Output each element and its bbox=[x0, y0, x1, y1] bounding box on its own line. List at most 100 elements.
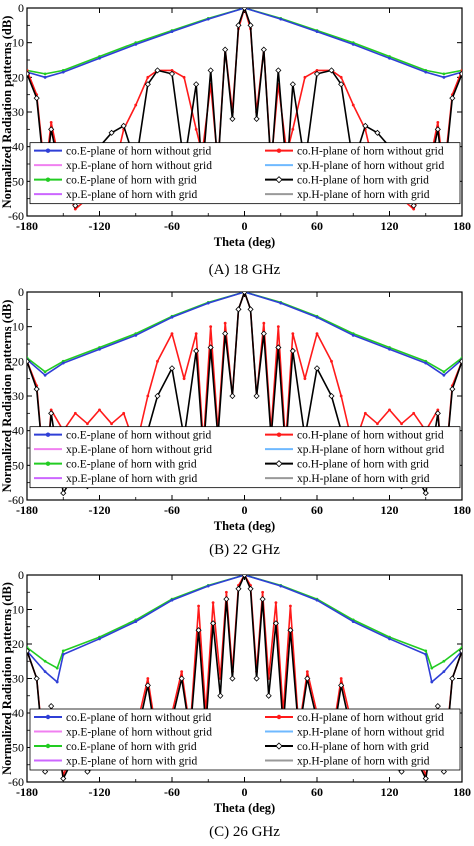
data-point bbox=[235, 306, 242, 313]
data-point bbox=[422, 490, 429, 497]
y-tick-label: -60 bbox=[8, 493, 24, 507]
data-point bbox=[272, 620, 279, 627]
legend: co.E-plane of horn without grid co.H-plan… bbox=[29, 708, 461, 771]
x-tick-label: -60 bbox=[164, 503, 180, 517]
y-tick-label: -50 bbox=[8, 458, 24, 472]
data-point bbox=[84, 768, 91, 775]
data-point bbox=[424, 652, 428, 656]
data-point bbox=[398, 768, 405, 775]
y-tick-label: -40 bbox=[8, 706, 24, 720]
data-point bbox=[265, 692, 272, 699]
data-point bbox=[235, 585, 242, 592]
data-point bbox=[72, 202, 79, 209]
data-point bbox=[259, 596, 266, 603]
data-point bbox=[120, 122, 127, 129]
y-tick-label: -10 bbox=[8, 603, 24, 617]
data-point bbox=[146, 394, 150, 398]
data-point bbox=[289, 81, 296, 88]
data-point bbox=[291, 332, 295, 335]
data-point bbox=[193, 81, 200, 88]
data-point bbox=[338, 81, 345, 88]
data-point bbox=[86, 422, 89, 426]
legend-label: co.E-plane of horn with grid bbox=[66, 741, 197, 753]
data-point bbox=[434, 410, 441, 417]
legend-label: co.H-plane of horn without grid bbox=[297, 146, 444, 158]
data-point bbox=[48, 703, 55, 710]
data-point bbox=[303, 377, 307, 381]
data-point bbox=[279, 584, 283, 588]
data-point bbox=[412, 207, 416, 211]
data-point bbox=[442, 670, 446, 673]
legend-label: co.E-plane of horn with grid bbox=[66, 175, 197, 187]
data-point bbox=[313, 70, 321, 77]
data-point bbox=[182, 75, 186, 79]
data-point bbox=[351, 43, 355, 46]
data-point bbox=[60, 775, 67, 782]
data-point bbox=[434, 126, 441, 133]
panel-caption: (B) 22 GHz bbox=[209, 542, 280, 558]
data-point bbox=[223, 596, 230, 603]
data-point bbox=[33, 675, 40, 682]
data-point bbox=[229, 675, 236, 682]
y-tick-label: -20 bbox=[8, 70, 24, 84]
legend-marker bbox=[45, 177, 51, 182]
legend: co.E-plane of horn without grid co.H-plan… bbox=[29, 142, 461, 205]
legend-label: co.H-plane of horn with grid bbox=[297, 459, 429, 471]
legend-label: co.H-plane of horn without grid bbox=[297, 430, 444, 442]
data-point bbox=[422, 775, 429, 782]
y-tick-label: -10 bbox=[8, 320, 24, 334]
data-point bbox=[170, 315, 174, 319]
data-point bbox=[449, 95, 456, 102]
data-point bbox=[400, 422, 403, 426]
legend-marker bbox=[276, 714, 282, 720]
legend-label: co.H-plane of horn with grid bbox=[297, 175, 429, 187]
legend-marker bbox=[45, 714, 51, 720]
data-point bbox=[235, 22, 242, 29]
x-tick-label: 60 bbox=[311, 503, 323, 517]
data-point bbox=[134, 43, 138, 46]
data-point bbox=[330, 359, 333, 363]
data-point bbox=[156, 359, 159, 363]
data-point bbox=[388, 347, 391, 351]
data-point bbox=[253, 392, 260, 400]
data-point bbox=[362, 122, 369, 129]
legend-marker bbox=[45, 743, 51, 749]
data-point bbox=[351, 333, 355, 337]
data-point bbox=[287, 627, 294, 634]
data-point bbox=[279, 301, 283, 305]
legend-marker bbox=[276, 148, 282, 153]
data-point bbox=[27, 646, 29, 649]
data-point bbox=[276, 325, 280, 329]
data-point bbox=[27, 358, 31, 365]
panel-1: 0-10-20-30-40-50-60-180 -120 -60 0 60 120 180c… bbox=[0, 1, 471, 278]
data-point bbox=[98, 637, 101, 641]
legend-marker bbox=[45, 461, 51, 466]
data-point bbox=[424, 361, 428, 365]
series-line-co-e-plane-of-horn-without-grid bbox=[27, 8, 462, 79]
panel-3: 0-10-20-30-40-50-60-180 -120 -60 0 60 120 180c… bbox=[0, 568, 471, 840]
legend-marker bbox=[275, 176, 283, 184]
x-tick-label: -60 bbox=[164, 785, 180, 799]
data-point bbox=[224, 590, 228, 594]
data-point bbox=[27, 69, 29, 72]
data-point bbox=[207, 67, 214, 74]
x-tick-label: 60 bbox=[311, 785, 323, 799]
data-point bbox=[328, 392, 335, 400]
legend-label: xp.H-plane of horn with grid bbox=[297, 756, 430, 768]
y-axis-label: Normalized Radiation patterns (dB) bbox=[0, 582, 14, 775]
data-point bbox=[146, 75, 150, 79]
data-point bbox=[168, 365, 176, 372]
data-point bbox=[442, 75, 446, 79]
data-point bbox=[43, 75, 47, 79]
x-tick-label: -120 bbox=[89, 785, 111, 799]
legend-label: xp.H-plane of horn with grid bbox=[297, 473, 430, 485]
y-tick-label: -10 bbox=[8, 36, 24, 50]
y-axis-label: Normalized Radiation patterns (dB) bbox=[0, 16, 14, 209]
data-point bbox=[275, 344, 282, 351]
x-tick-label: -180 bbox=[16, 785, 38, 799]
x-tick-label: 0 bbox=[242, 503, 248, 517]
data-point bbox=[98, 56, 101, 60]
data-point bbox=[61, 361, 65, 365]
data-point bbox=[260, 46, 267, 53]
panel-caption: (C) 26 GHz bbox=[209, 824, 280, 840]
